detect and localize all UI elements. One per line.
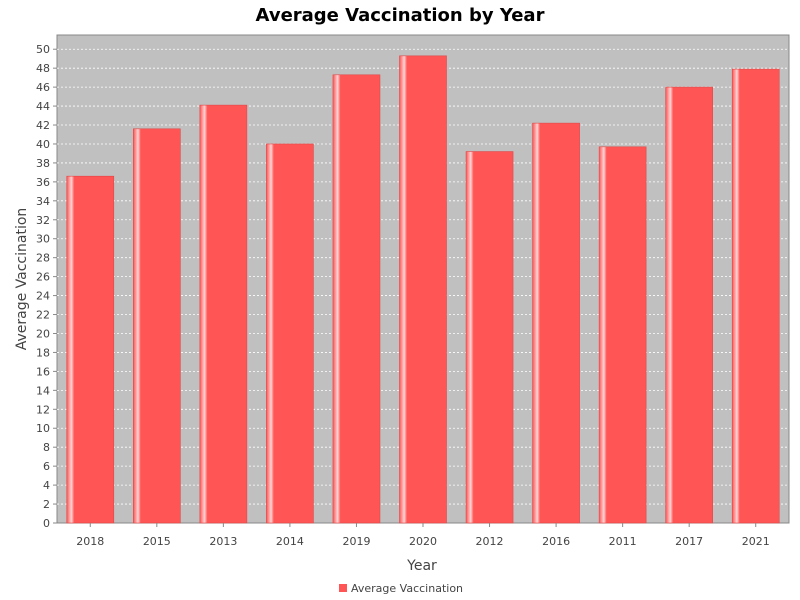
- bars: [66, 55, 780, 524]
- bar-2014: [266, 143, 314, 524]
- y-tick-label: 48: [36, 62, 50, 75]
- x-axis-label: Year: [406, 558, 437, 574]
- y-tick-label: 38: [36, 157, 50, 170]
- legend: Average Vaccination: [339, 582, 463, 595]
- x-tick-label: 2015: [143, 535, 171, 548]
- y-axis: 0246810121416182022242628303234363840424…: [36, 43, 57, 530]
- bar-2017: [665, 86, 713, 524]
- y-tick-label: 16: [36, 365, 50, 378]
- legend-swatch: [339, 584, 347, 592]
- x-tick-label: 2021: [742, 535, 770, 548]
- y-tick-label: 26: [36, 271, 50, 284]
- legend-label: Average Vaccination: [351, 582, 463, 595]
- x-tick-label: 2012: [476, 535, 504, 548]
- y-tick-label: 2: [43, 498, 50, 511]
- bar-2013: [199, 104, 248, 524]
- y-tick-label: 24: [36, 290, 50, 303]
- y-axis-label: Average Vaccination: [14, 208, 30, 351]
- bar-2015: [133, 128, 181, 524]
- y-tick-label: 42: [36, 119, 50, 132]
- y-tick-label: 20: [36, 327, 50, 340]
- chart-title: Average Vaccination by Year: [256, 5, 545, 26]
- bar-2012: [465, 151, 514, 524]
- bar-2016: [532, 122, 580, 524]
- y-tick-label: 22: [36, 309, 50, 322]
- y-tick-label: 36: [36, 176, 50, 189]
- x-tick-label: 2014: [276, 535, 304, 548]
- y-tick-label: 50: [36, 43, 50, 56]
- x-tick-label: 2020: [409, 535, 437, 548]
- bar-2020: [399, 55, 447, 524]
- x-tick-label: 2018: [76, 535, 104, 548]
- y-tick-label: 14: [36, 384, 50, 397]
- bar-2019: [332, 74, 381, 524]
- y-tick-label: 30: [36, 233, 50, 246]
- y-tick-label: 32: [36, 214, 50, 227]
- x-tick-label: 2017: [675, 535, 703, 548]
- y-tick-label: 44: [36, 100, 50, 113]
- y-tick-label: 10: [36, 422, 50, 435]
- y-tick-label: 46: [36, 81, 50, 94]
- x-tick-label: 2013: [209, 535, 237, 548]
- x-tick-label: 2016: [542, 535, 570, 548]
- y-tick-label: 40: [36, 138, 50, 151]
- y-tick-label: 34: [36, 195, 50, 208]
- y-tick-label: 12: [36, 403, 50, 416]
- y-tick-label: 18: [36, 346, 50, 359]
- y-tick-label: 28: [36, 252, 50, 265]
- y-tick-label: 4: [43, 479, 50, 492]
- y-tick-label: 6: [43, 460, 50, 473]
- x-axis: 2018 2015 2013 2014 2019 2020 2012 2016 2011 2017…: [76, 523, 770, 548]
- bar-2011: [598, 146, 647, 524]
- y-tick-label: 8: [43, 441, 50, 454]
- bar-2018: [66, 175, 115, 524]
- bar-2021: [731, 68, 780, 524]
- x-tick-label: 2011: [609, 535, 637, 548]
- y-tick-label: 0: [43, 517, 50, 530]
- x-tick-label: 2019: [342, 535, 370, 548]
